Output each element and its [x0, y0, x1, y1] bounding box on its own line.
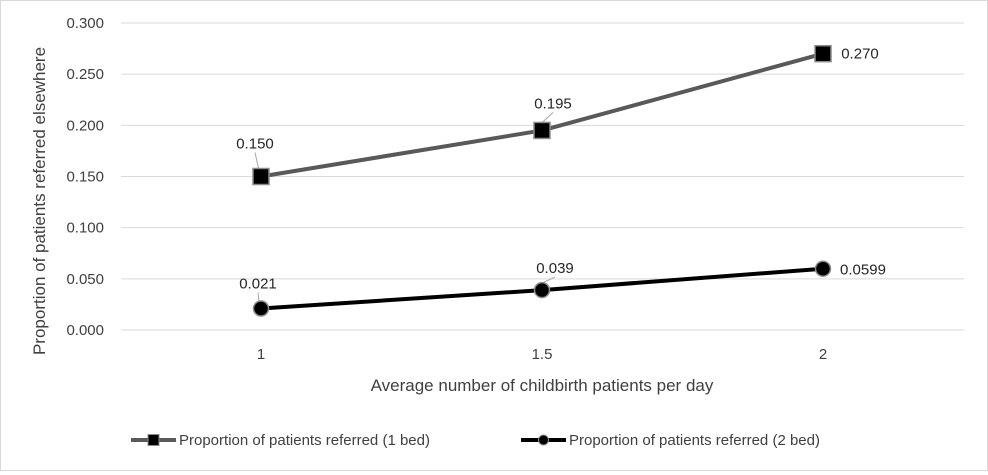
data-point-marker: [814, 44, 832, 63]
label-leader-lines: [254, 112, 556, 303]
data-point-marker: [814, 260, 832, 277]
data-label: 0.195: [534, 95, 572, 112]
legend-label: Proportion of patients referred (2 bed): [569, 432, 820, 449]
y-tick-labels: 0.000 0.050 0.100 0.150 0.200 0.250 0.300: [66, 15, 104, 339]
y-axis-title: Proportion of patients referred elsewher…: [30, 47, 49, 355]
x-tick-label: 1.5: [532, 346, 553, 363]
y-tick-label: 0.050: [66, 271, 104, 288]
data-label: 0.039: [536, 260, 574, 277]
data-label: 0.0599: [840, 262, 886, 279]
data-label: 0.150: [236, 136, 274, 153]
data-label: 0.021: [239, 276, 277, 293]
y-tick-label: 0.100: [66, 220, 104, 237]
y-tick-label: 0.300: [66, 15, 104, 32]
data-label: 0.270: [841, 46, 879, 63]
data-point-marker: [252, 300, 270, 317]
x-axis-title: Average number of childbirth patients pe…: [371, 376, 714, 395]
y-tick-label: 0.200: [66, 117, 104, 134]
legend: Proportion of patients referred (1 bed) P…: [131, 432, 820, 449]
x-tick-label: 1: [257, 346, 265, 363]
y-tick-label: 0.250: [66, 66, 104, 83]
y-tick-label: 0.000: [66, 322, 104, 339]
x-tick-labels: 1 1.5 2: [257, 346, 827, 363]
legend-label: Proportion of patients referred (1 bed): [179, 432, 430, 449]
data-point-marker: [252, 167, 270, 186]
series-markers: [252, 44, 832, 317]
legend-swatch-marker: [538, 434, 549, 446]
y-tick-label: 0.150: [66, 169, 104, 186]
data-point-marker: [533, 281, 551, 299]
series-line: [260, 51, 824, 179]
data-labels: 0.150 0.195 0.270 0.021 0.039 0.0599: [236, 46, 886, 293]
label-leader-line: [254, 152, 260, 171]
x-tick-label: 2: [819, 346, 827, 363]
data-point-marker: [533, 121, 551, 140]
legend-swatch-marker: [147, 434, 160, 446]
